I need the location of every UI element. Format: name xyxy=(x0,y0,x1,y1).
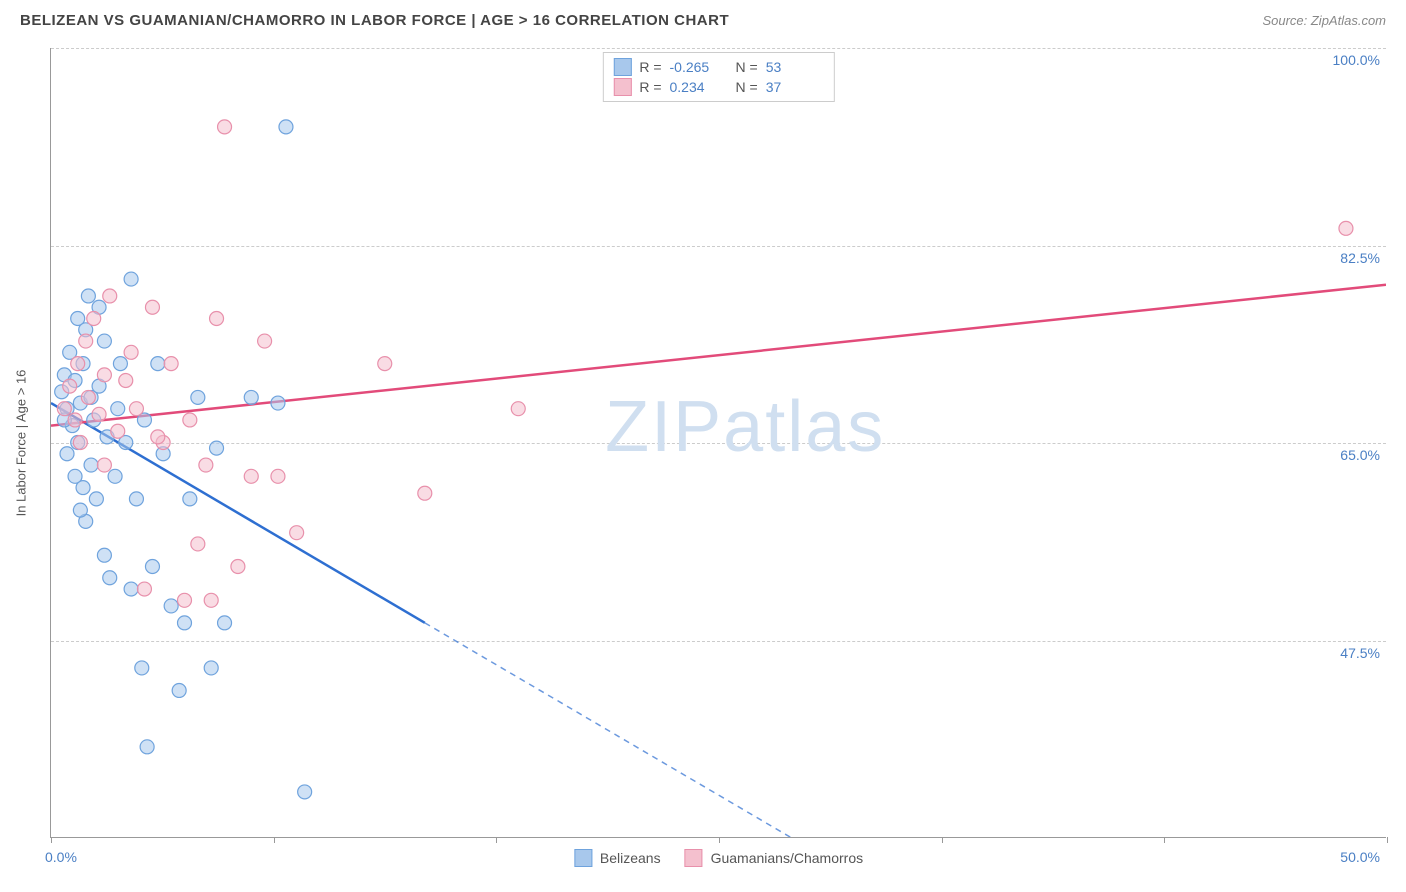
legend-item-belizeans: Belizeans xyxy=(574,849,661,867)
x-axis-max-label: 50.0% xyxy=(1340,849,1380,865)
legend-item-guamanians: Guamanians/Chamorros xyxy=(685,849,864,867)
scatter-svg xyxy=(51,48,1386,837)
swatch-belizeans-icon xyxy=(574,849,592,867)
swatch-belizeans xyxy=(613,58,631,76)
legend-row-belizeans: R =-0.265 N =53 xyxy=(613,57,823,77)
correlation-legend: R =-0.265 N =53 R =0.234 N =37 xyxy=(602,52,834,102)
chart-title: BELIZEAN VS GUAMANIAN/CHAMORRO IN LABOR … xyxy=(20,12,729,29)
legend-row-guamanians: R =0.234 N =37 xyxy=(613,77,823,97)
chart-plot-area: In Labor Force | Age > 16 ZIPatlas R =-0… xyxy=(50,48,1386,838)
source-attribution: Source: ZipAtlas.com xyxy=(1262,13,1386,28)
legend-label: Guamanians/Chamorros xyxy=(711,850,864,866)
swatch-guamanians xyxy=(613,78,631,96)
legend-label: Belizeans xyxy=(600,850,661,866)
x-axis-min-label: 0.0% xyxy=(45,849,77,865)
series-legend: Belizeans Guamanians/Chamorros xyxy=(574,849,863,867)
y-axis-title: In Labor Force | Age > 16 xyxy=(14,369,29,516)
swatch-guamanians-icon xyxy=(685,849,703,867)
